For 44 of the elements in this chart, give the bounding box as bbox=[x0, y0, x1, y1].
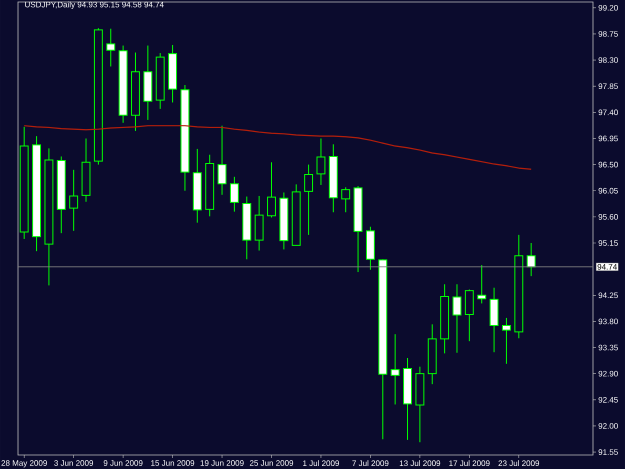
candlestick bbox=[267, 162, 276, 218]
candlestick bbox=[316, 138, 326, 186]
y-tick-label: 92.45 bbox=[598, 396, 618, 403]
x-tick-label: 19 Jun 2009 bbox=[200, 460, 244, 466]
candlestick bbox=[218, 125, 226, 196]
chart-title: USDJPY,Daily 94.93 95.15 94.58 94.74 bbox=[25, 2, 164, 9]
y-tick-label: 96.05 bbox=[598, 188, 618, 194]
x-tick-label: 25 Jun 2009 bbox=[250, 460, 294, 466]
x-tick-label: 1 Jul 2009 bbox=[303, 460, 340, 466]
candlestick bbox=[477, 264, 486, 304]
y-tick-label: 98.75 bbox=[598, 31, 618, 37]
x-tick-label: 28 May 2009 bbox=[1, 460, 47, 468]
y-tick-label: 96.50 bbox=[598, 162, 618, 168]
x-tick-label: 13 Jul 2009 bbox=[400, 460, 440, 466]
x-tick-label: 15 Jun 2009 bbox=[151, 460, 194, 466]
candlestick bbox=[230, 176, 239, 212]
x-tick-label: 7 Jul 2009 bbox=[352, 460, 388, 466]
y-tick-label: 95.60 bbox=[598, 214, 618, 220]
y-tick-label: 93.35 bbox=[598, 344, 618, 350]
y-tick-label: 91.55 bbox=[598, 449, 618, 455]
x-tick-label: 23 Jul 2009 bbox=[498, 460, 540, 466]
y-tick-label: 96.95 bbox=[598, 136, 618, 142]
ref-line-label: 94.74 bbox=[598, 264, 617, 270]
candlestick bbox=[341, 186, 350, 213]
candlestick bbox=[69, 169, 78, 232]
y-tick-label: 95.15 bbox=[598, 240, 618, 246]
y-tick-label: 93.80 bbox=[598, 318, 618, 324]
y-tick-label: 92.00 bbox=[598, 423, 618, 429]
candlestick bbox=[452, 284, 462, 354]
candlestick bbox=[464, 288, 474, 342]
y-tick-label: 97.85 bbox=[598, 83, 618, 90]
candlestick bbox=[304, 164, 314, 236]
x-tick-label: 17 Jul 2009 bbox=[449, 460, 490, 466]
y-tick-label: 99.20 bbox=[598, 4, 618, 11]
candlestick bbox=[502, 317, 511, 364]
y-tick-label: 98.30 bbox=[598, 57, 618, 63]
candlestick bbox=[526, 242, 536, 277]
y-tick-label: 92.90 bbox=[598, 370, 618, 377]
candlestick bbox=[390, 334, 400, 405]
candlestick bbox=[106, 28, 116, 67]
x-tick-label: 3 Jun 2009 bbox=[54, 460, 94, 466]
y-tick-label: 94.25 bbox=[598, 292, 618, 298]
y-tick-label: 97.40 bbox=[598, 110, 618, 116]
x-tick-label: 9 Jun 2009 bbox=[104, 460, 143, 466]
